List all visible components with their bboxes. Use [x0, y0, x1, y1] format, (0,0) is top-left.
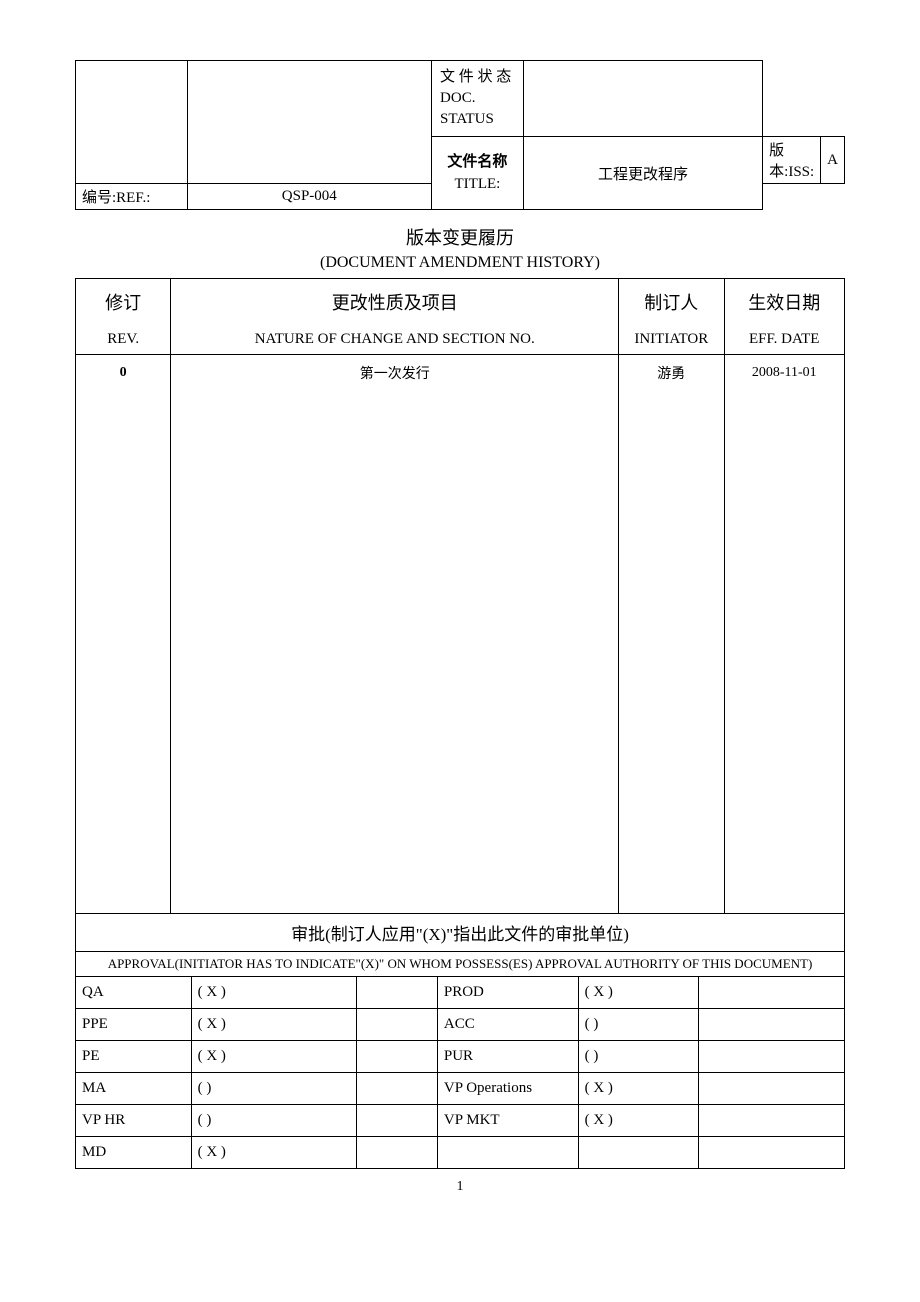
- approval-dept-right: PROD: [437, 977, 578, 1009]
- approval-row: MA( ) VP Operations( X ): [76, 1073, 845, 1105]
- approval-check-right: ( X ): [578, 1105, 699, 1137]
- approval-dept-left: PE: [76, 1041, 192, 1073]
- hist-header-init-en: INITIATOR: [619, 325, 724, 355]
- approval-empty: [699, 1105, 845, 1137]
- document-title: 工程更改程序: [523, 137, 762, 210]
- approval-empty: [357, 977, 437, 1009]
- approval-instruction-cn: 审批(制订人应用"(X)"指出此文件的审批单位): [76, 913, 845, 951]
- approval-dept-right: VP MKT: [437, 1105, 578, 1137]
- section-title-en: (DOCUMENT AMENDMENT HISTORY): [75, 254, 845, 272]
- approval-dept-left: QA: [76, 977, 192, 1009]
- approval-row: VP HR( ) VP MKT( X ): [76, 1105, 845, 1137]
- approval-check-left: ( ): [191, 1105, 357, 1137]
- doc-status-value: [523, 61, 762, 137]
- status-label-en1: DOC.: [440, 90, 475, 106]
- approval-row: MD( X ): [76, 1137, 845, 1169]
- hist-header-date-en: EFF. DATE: [724, 325, 845, 355]
- hist-header-rev-cn: 修订: [76, 279, 171, 326]
- approval-empty: [357, 1105, 437, 1137]
- approval-check-left: ( X ): [191, 1137, 357, 1169]
- approval-dept-right: ACC: [437, 1009, 578, 1041]
- approval-check-left: ( X ): [191, 1009, 357, 1041]
- approval-dept-left: PPE: [76, 1009, 192, 1041]
- approval-table: QA( X )PROD( X )PPE( X )ACC( )PE( X )PUR…: [75, 977, 845, 1170]
- approval-check-right: ( ): [578, 1009, 699, 1041]
- approval-row: QA( X )PROD( X ): [76, 977, 845, 1009]
- hist-header-rev-en: REV.: [76, 325, 171, 355]
- history-row: 0 第一次发行 游勇 2008-11-01: [76, 355, 845, 392]
- hist-cell-nature: 第一次发行: [171, 355, 619, 392]
- iss-value: A: [821, 137, 845, 184]
- approval-check-right: [578, 1137, 699, 1169]
- title-cell-blank: [187, 61, 432, 184]
- approval-empty: [699, 1009, 845, 1041]
- approval-check-left: ( X ): [191, 977, 357, 1009]
- history-blank-space: [76, 391, 845, 913]
- status-label-en2: STATUS: [440, 111, 494, 127]
- approval-check-right: ( X ): [578, 1073, 699, 1105]
- approval-empty: [699, 1073, 845, 1105]
- file-name-label: 文件名称 TITLE:: [432, 137, 524, 210]
- approval-row: PPE( X ) ACC( ): [76, 1009, 845, 1041]
- approval-empty: [357, 1041, 437, 1073]
- hist-cell-init: 游勇: [619, 355, 724, 392]
- page-number: 1: [75, 1179, 845, 1195]
- header-table: 文 件 状 态 DOC. STATUS 文件名称 TITLE: 工程更改程序 版…: [75, 60, 845, 210]
- ref-value: QSP-004: [187, 184, 432, 210]
- approval-empty: [357, 1137, 437, 1169]
- doc-status-label: 文 件 状 态 DOC. STATUS: [432, 61, 524, 137]
- file-name-label-en: TITLE:: [455, 176, 501, 192]
- approval-empty: [699, 1041, 845, 1073]
- hist-cell-rev: 0: [76, 355, 171, 392]
- hist-header-date-cn: 生效日期: [724, 279, 845, 326]
- approval-check-right: ( ): [578, 1041, 699, 1073]
- hist-cell-date: 2008-11-01: [724, 355, 845, 392]
- status-label-cn: 文 件 状 态: [440, 69, 511, 85]
- history-table: 修订 更改性质及项目 制订人 生效日期 REV. NATURE OF CHANG…: [75, 278, 845, 977]
- approval-dept-left: MA: [76, 1073, 192, 1105]
- hist-header-nature-cn: 更改性质及项目: [171, 279, 619, 326]
- approval-dept-right: PUR: [437, 1041, 578, 1073]
- approval-row: PE( X ) PUR( ): [76, 1041, 845, 1073]
- approval-empty: [699, 977, 845, 1009]
- approval-empty: [699, 1137, 845, 1169]
- approval-check-left: ( ): [191, 1073, 357, 1105]
- iss-label: 版本:ISS:: [763, 137, 821, 184]
- approval-empty: [357, 1009, 437, 1041]
- section-title-cn: 版本变更履历: [75, 224, 845, 250]
- approval-empty: [357, 1073, 437, 1105]
- approval-dept-left: MD: [76, 1137, 192, 1169]
- approval-check-right: ( X ): [578, 977, 699, 1009]
- approval-dept-left: VP HR: [76, 1105, 192, 1137]
- hist-header-nature-en: NATURE OF CHANGE AND SECTION NO.: [171, 325, 619, 355]
- approval-check-left: ( X ): [191, 1041, 357, 1073]
- approval-dept-right: VP Operations: [437, 1073, 578, 1105]
- approval-instruction-en: APPROVAL(INITIATOR HAS TO INDICATE"(X)" …: [76, 951, 845, 976]
- file-name-label-cn: 文件名称: [447, 154, 507, 170]
- approval-dept-right: [437, 1137, 578, 1169]
- logo-cell: [76, 61, 188, 184]
- hist-header-init-cn: 制订人: [619, 279, 724, 326]
- ref-label: 编号:REF.:: [76, 184, 188, 210]
